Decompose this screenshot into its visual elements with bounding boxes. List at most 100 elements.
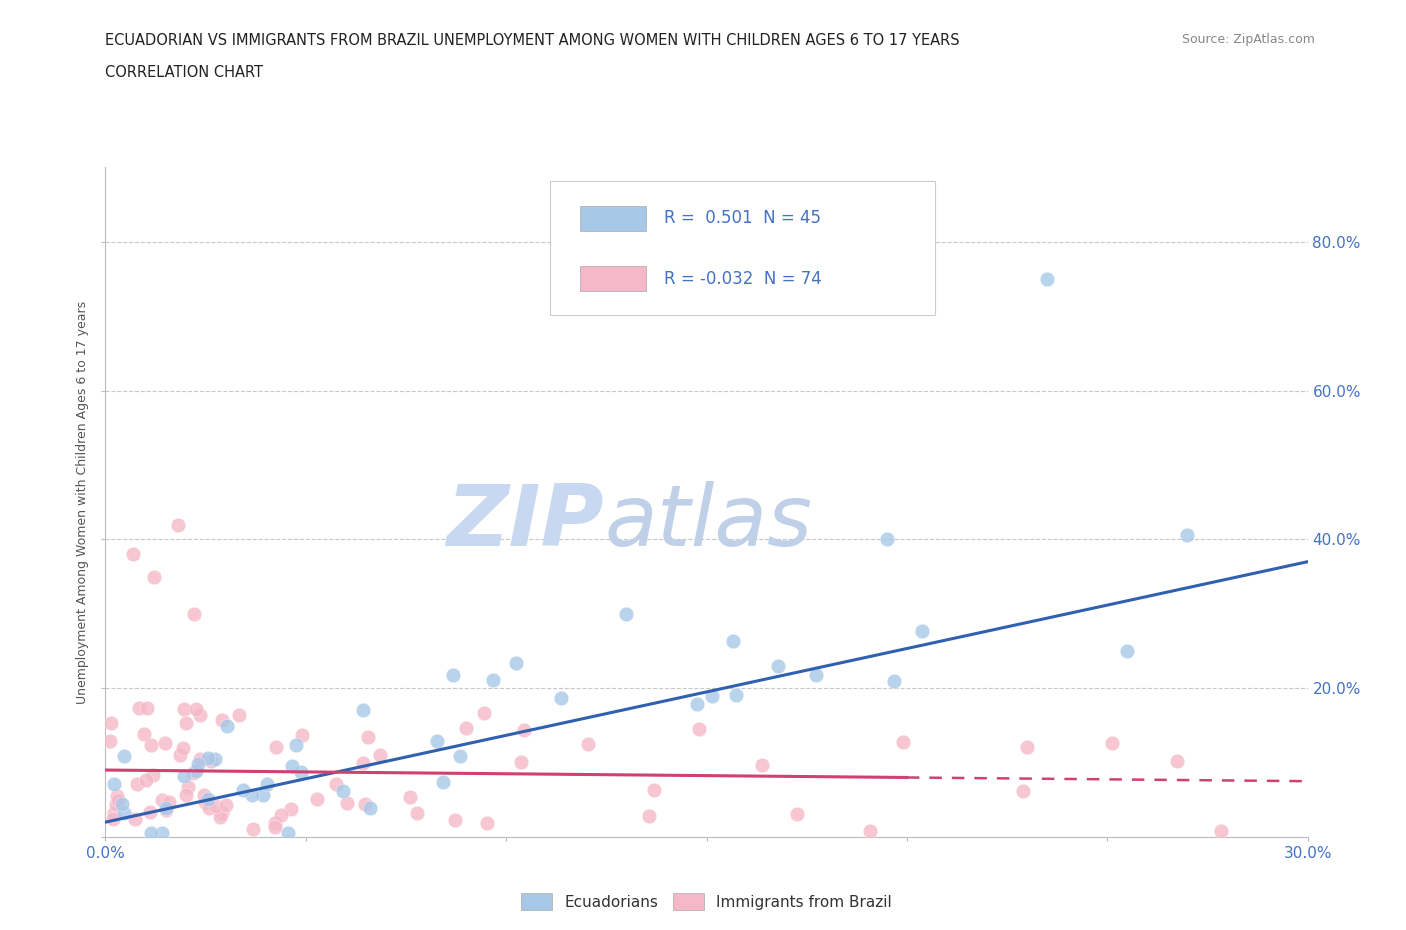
Point	[155, 801, 177, 816]
Point	[454, 721, 477, 736]
Point	[285, 737, 308, 752]
Point	[240, 788, 263, 803]
Point	[142, 569, 165, 584]
Point	[766, 658, 789, 673]
Point	[139, 804, 162, 819]
Point	[505, 656, 527, 671]
Point	[174, 716, 197, 731]
Point	[686, 697, 709, 711]
Point	[186, 701, 208, 716]
Point	[103, 806, 125, 821]
Point	[128, 700, 150, 715]
Point	[398, 790, 420, 804]
Point	[114, 805, 136, 820]
Point	[188, 751, 211, 766]
Point	[174, 788, 197, 803]
Point	[100, 715, 122, 730]
Point	[125, 777, 148, 791]
Point	[325, 777, 347, 791]
Point	[307, 792, 329, 807]
Point	[804, 668, 827, 683]
Point	[150, 792, 173, 807]
Point	[197, 791, 219, 806]
Point	[150, 826, 173, 841]
Point	[352, 756, 374, 771]
Point	[205, 799, 228, 814]
Text: Source: ZipAtlas.com: Source: ZipAtlas.com	[1181, 33, 1315, 46]
Point	[578, 737, 600, 751]
Text: atlas: atlas	[605, 481, 813, 564]
Point	[232, 783, 254, 798]
Point	[891, 735, 914, 750]
Point	[141, 826, 163, 841]
Point	[1036, 272, 1059, 286]
Point	[135, 700, 157, 715]
Point	[332, 784, 354, 799]
Text: ZIP: ZIP	[447, 481, 605, 564]
Point	[215, 798, 238, 813]
Point	[263, 819, 285, 834]
Point	[100, 734, 122, 749]
Point	[270, 808, 292, 823]
Point	[482, 673, 505, 688]
Point	[111, 797, 134, 812]
Point	[432, 775, 454, 790]
Point	[1166, 753, 1188, 768]
Point	[406, 805, 429, 820]
Point	[290, 765, 312, 780]
Point	[184, 764, 207, 778]
Point	[188, 708, 211, 723]
Point	[242, 822, 264, 837]
Point	[187, 756, 209, 771]
Point	[336, 796, 359, 811]
Point	[211, 806, 233, 821]
Point	[281, 759, 304, 774]
Point	[858, 824, 880, 839]
Point	[291, 728, 314, 743]
Text: R = -0.032  N = 74: R = -0.032 N = 74	[665, 270, 823, 287]
Point	[700, 688, 723, 703]
Point	[157, 794, 180, 809]
Point	[173, 701, 195, 716]
Y-axis label: Unemployment Among Women with Children Ages 6 to 17 years: Unemployment Among Women with Children A…	[76, 300, 90, 704]
Point	[155, 736, 177, 751]
Point	[107, 792, 129, 807]
Point	[105, 788, 128, 803]
Point	[103, 777, 125, 791]
Point	[475, 816, 498, 830]
Point	[177, 780, 200, 795]
Point	[155, 803, 177, 817]
Point	[169, 748, 191, 763]
Point	[194, 794, 217, 809]
Text: R =  0.501  N = 45: R = 0.501 N = 45	[665, 209, 821, 227]
Point	[786, 807, 808, 822]
Point	[1116, 644, 1139, 658]
Point	[101, 812, 124, 827]
Point	[721, 633, 744, 648]
Point	[208, 809, 231, 824]
Point	[277, 826, 299, 841]
Point	[751, 757, 773, 772]
Point	[472, 705, 495, 720]
Point	[198, 801, 221, 816]
Point	[354, 796, 377, 811]
Point	[441, 668, 464, 683]
Point	[193, 788, 215, 803]
Point	[724, 687, 747, 702]
Point	[911, 623, 934, 638]
Bar	[581, 206, 647, 231]
Point	[122, 547, 145, 562]
Point	[638, 809, 661, 824]
Point	[217, 719, 239, 734]
Point	[550, 690, 572, 705]
Point	[1015, 739, 1038, 754]
Point	[135, 773, 157, 788]
Point	[211, 713, 233, 728]
Point	[183, 765, 205, 780]
Point	[173, 769, 195, 784]
Point	[256, 777, 278, 791]
Point	[688, 722, 710, 737]
Point	[444, 813, 467, 828]
Point	[883, 673, 905, 688]
Point	[1211, 823, 1233, 838]
